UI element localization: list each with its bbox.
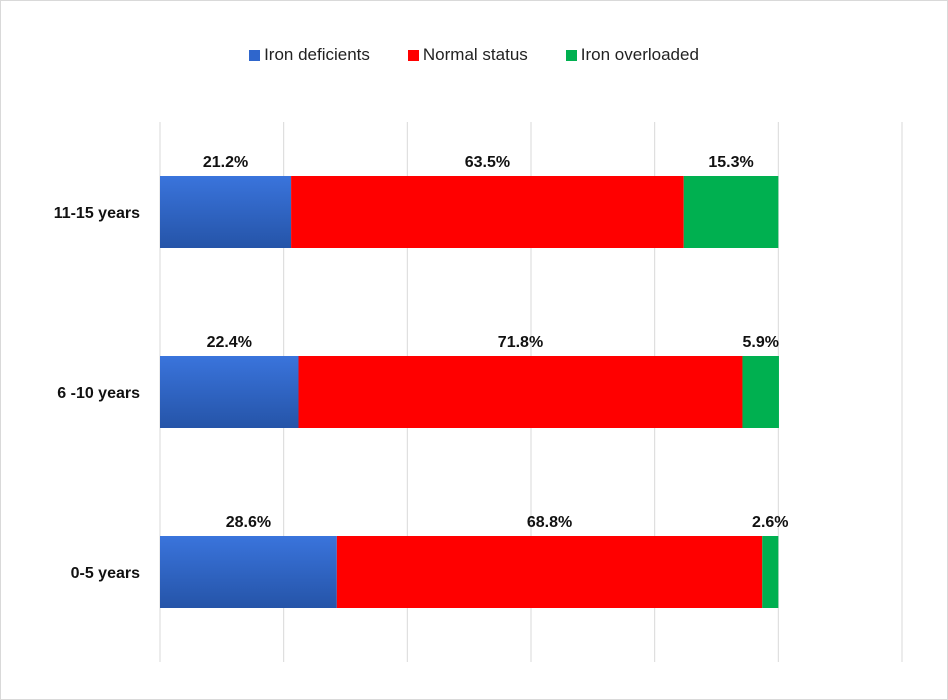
data-label: 71.8% (498, 334, 543, 351)
bar-segment-normal-status (298, 356, 743, 428)
data-label: 22.4% (207, 334, 252, 351)
category-label: 6 -10 years (57, 385, 140, 402)
bar-segment-normal-status (291, 176, 684, 248)
legend-item-normal-status: Normal status (407, 44, 528, 66)
bar-segment-iron-overloaded (742, 356, 779, 428)
chart-legend: Iron deficients Normal status Iron overl… (0, 44, 948, 66)
legend-swatch-normal-status (407, 49, 419, 61)
data-label: 68.8% (527, 514, 572, 531)
category-label: 0-5 years (71, 565, 140, 582)
bar-segment-iron-deficients (160, 176, 292, 248)
data-label: 63.5% (465, 154, 510, 171)
data-label: 15.3% (708, 154, 753, 171)
legend-swatch-iron-overloaded (565, 49, 577, 61)
bar-segment-iron-deficients (160, 536, 337, 608)
legend-label-normal-status: Normal status (422, 45, 528, 64)
legend-item-iron-deficients: Iron deficients (249, 44, 370, 66)
legend-label-iron-deficients: Iron deficients (264, 45, 370, 64)
legend-swatch-iron-deficients (249, 49, 261, 61)
bar-segment-normal-status (336, 536, 763, 608)
data-label: 2.6% (752, 514, 788, 531)
legend-label-iron-overloaded: Iron overloaded (580, 45, 699, 64)
data-label: 21.2% (203, 154, 248, 171)
data-label: 28.6% (226, 514, 271, 531)
bar-segment-iron-overloaded (762, 536, 779, 608)
legend-item-iron-overloaded: Iron overloaded (565, 44, 699, 66)
bar-segment-iron-deficients (160, 356, 299, 428)
data-label: 5.9% (742, 334, 778, 351)
bar-segment-iron-overloaded (683, 176, 779, 248)
category-label: 11-15 years (54, 205, 140, 222)
